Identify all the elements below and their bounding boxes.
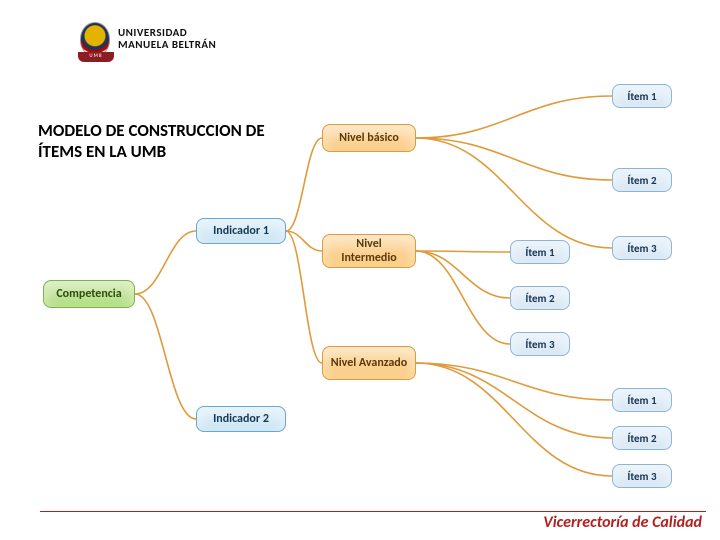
node-label: Ítem 1 <box>627 90 656 103</box>
footer-brand: Vicerrectoría de Calidad <box>543 513 702 532</box>
node-label: Ítem 1 <box>627 394 656 407</box>
node-label: Ítem 2 <box>627 432 656 445</box>
node-b_item2: Ítem 2 <box>612 168 672 192</box>
wordmark: UNIVERSIDAD MANUELA BELTRÁN <box>118 27 216 50</box>
header-logo: UNIVERSIDAD MANUELA BELTRÁN <box>80 22 216 56</box>
node-competencia: Competencia <box>43 280 135 308</box>
node-a_item3: Ítem 3 <box>612 464 672 488</box>
crest-icon <box>80 22 110 56</box>
node-label: Nivel Intermedio <box>329 237 409 265</box>
edge-nivel_avan-a_item1 <box>416 363 612 400</box>
edge-nivel_inter-m_item2 <box>416 251 510 298</box>
node-label: Indicador 2 <box>213 412 269 426</box>
edge-indicador1-nivel_inter <box>286 231 322 251</box>
edge-nivel_avan-a_item3 <box>416 363 612 476</box>
edge-indicador1-nivel_basico <box>286 138 322 231</box>
node-nivel_basico: Nivel básico <box>322 124 416 152</box>
edge-indicador1-nivel_avan <box>286 231 322 363</box>
edges-layer <box>0 0 720 540</box>
edge-competencia-indicador2 <box>135 294 196 419</box>
edge-nivel_basico-b_item2 <box>416 138 612 180</box>
node-label: Nivel Avanzado <box>331 356 407 370</box>
footer-rule <box>40 511 706 512</box>
node-label: Ítem 3 <box>627 242 656 255</box>
node-nivel_inter: Nivel Intermedio <box>322 234 416 268</box>
node-m_item2: Ítem 2 <box>510 286 570 310</box>
edge-competencia-indicador1 <box>135 231 196 294</box>
node-nivel_avan: Nivel Avanzado <box>322 346 416 380</box>
page-title: MODELO DE CONSTRUCCION DE ÍTEMS EN LA UM… <box>38 120 288 163</box>
node-label: Ítem 3 <box>525 338 554 351</box>
footer-pre: Vicerrectoría de <box>543 513 652 532</box>
node-m_item3: Ítem 3 <box>510 332 570 356</box>
node-label: Competencia <box>56 287 121 301</box>
node-label: Ítem 2 <box>627 174 656 187</box>
edge-nivel_inter-m_item1 <box>416 251 510 252</box>
node-indicador1: Indicador 1 <box>196 218 286 244</box>
node-b_item1: Ítem 1 <box>612 84 672 108</box>
edge-nivel_basico-b_item3 <box>416 138 612 248</box>
logo-ribbon: UMB <box>78 52 114 62</box>
wordmark-line2: MANUELA BELTRÁN <box>118 39 216 51</box>
node-a_item1: Ítem 1 <box>612 388 672 412</box>
edge-nivel_avan-a_item2 <box>416 363 612 438</box>
node-b_item3: Ítem 3 <box>612 236 672 260</box>
node-indicador2: Indicador 2 <box>196 406 286 432</box>
node-a_item2: Ítem 2 <box>612 426 672 450</box>
node-m_item1: Ítem 1 <box>510 240 570 264</box>
node-label: Indicador 1 <box>213 224 269 238</box>
node-label: Nivel básico <box>339 131 399 145</box>
edge-nivel_basico-b_item1 <box>416 96 612 138</box>
node-label: Ítem 2 <box>525 292 554 305</box>
node-label: Ítem 1 <box>525 246 554 259</box>
edge-nivel_inter-m_item3 <box>416 251 510 344</box>
node-label: Ítem 3 <box>627 470 656 483</box>
footer-strong: Calidad <box>652 513 702 532</box>
